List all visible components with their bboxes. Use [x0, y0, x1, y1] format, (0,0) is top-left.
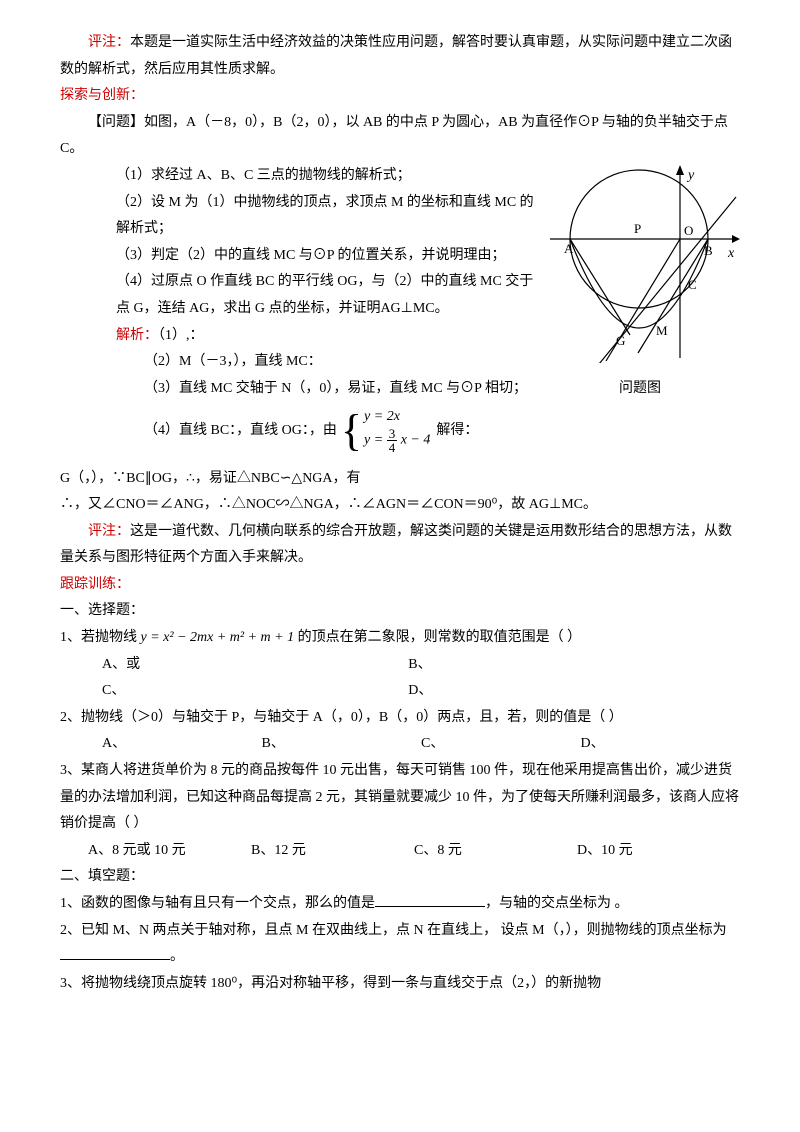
q2: 2、抛物线（＞0）与轴交于 P，与轴交于 A（，0），B（，0）两点，且，若，则…	[60, 705, 740, 732]
blank-1	[375, 893, 485, 907]
q3: 3、某商人将进货单价为 8 元的商品按每件 10 元出售，每天可销售 100 件…	[60, 758, 740, 838]
explore-comment-text: 这是一道代数、几何横向联系的综合开放题，解这类问题的关键是运用数形结合的思想方法…	[60, 524, 732, 566]
comment-label: 评注：	[88, 35, 130, 50]
problem-text: 如图，A（－8，0），B（2，0），以 AB 的中点 P 为圆心，AB 为直径作…	[60, 115, 728, 157]
q2-options: A、 B、 C、 D、	[60, 731, 740, 758]
lbl-C: C	[688, 277, 697, 292]
problem-label: 【问题】	[88, 115, 144, 130]
comment-text: 本题是一道实际生活中经济效益的决策性应用问题，解答时要认真审题，从实际问题中建立…	[60, 35, 732, 77]
lbl-G: G	[616, 333, 625, 348]
diagram-caption: 问题图	[540, 376, 740, 403]
q3-opt-c: C、8 元	[414, 838, 577, 865]
conclusion-2: ∴，又∠CNO＝∠ANG，∴△NOC∽△NGA，∴∠AGN＝∠CON＝90⁰，故…	[60, 492, 740, 519]
analysis-4-tail: 解得：	[436, 418, 478, 445]
q1-opt-a: A、或	[102, 652, 408, 679]
q2-opt-d: D、	[581, 731, 741, 758]
conclusion-1: G（，），∵BC∥OG，∴，易证△NBC∽△NGA，有	[60, 466, 740, 493]
analysis-label: 解析：	[116, 328, 158, 343]
equation-column: y = 2x y = 3 4 x − 4	[364, 408, 430, 453]
explore-comment-label: 评注：	[88, 524, 130, 539]
lbl-A: A	[564, 241, 574, 256]
problem-diagram: A B P O C M G x y 问题图	[540, 163, 740, 383]
lbl-O: O	[684, 223, 693, 238]
q1-opt-c: C、	[102, 678, 408, 705]
brace-icon: {	[341, 409, 362, 453]
q2-opt-c: C、	[421, 731, 581, 758]
q1-options: A、或 B、 C、 D、	[60, 652, 740, 705]
section-choice: 一、选择题：	[60, 598, 740, 625]
section-fill: 二、填空题：	[60, 864, 740, 891]
analysis-1: （1）,：	[158, 328, 204, 343]
problem-intro: 【问题】如图，A（－8，0），B（2，0），以 AB 的中点 P 为圆心，AB …	[60, 110, 740, 163]
comment-1: 评注：本题是一道实际生活中经济效益的决策性应用问题，解答时要认真审题，从实际问题…	[60, 30, 740, 83]
lbl-x: x	[727, 246, 735, 261]
q1: 1、若抛物线 y = x² − 2mx + m² + m + 1 的顶点在第二象…	[60, 625, 740, 652]
q1-math: y = x² − 2mx + m² + m + 1	[141, 630, 295, 645]
f2: 2、已知 M、N 两点关于轴对称，且点 M 在双曲线上，点 N 在直线上， 设点…	[60, 918, 740, 971]
diagram-svg: A B P O C M G x y	[540, 163, 740, 363]
lbl-y: y	[686, 168, 695, 183]
explore-heading: 探索与创新：	[60, 83, 740, 110]
blank-2	[60, 946, 170, 960]
q2-opt-a: A、	[102, 731, 262, 758]
eq2: y = 3 4 x − 4	[364, 427, 430, 454]
lbl-M: M	[656, 323, 668, 338]
analysis-4-pre: （4）直线 BC：，直线 OG：，由	[144, 418, 337, 445]
explore-comment: 评注：这是一道代数、几何横向联系的综合开放题，解这类问题的关键是运用数形结合的思…	[60, 519, 740, 572]
q2-opt-b: B、	[262, 731, 422, 758]
fraction: 3 4	[387, 427, 398, 454]
q3-options: A、8 元或 10 元 B、12 元 C、8 元 D、10 元	[60, 838, 740, 865]
q3-opt-d: D、10 元	[577, 838, 740, 865]
f3: 3、将抛物线绕顶点旋转 180⁰，再沿对称轴平移，得到一条与直线交于点（2，）的…	[60, 971, 740, 998]
q3-opt-b: B、12 元	[251, 838, 414, 865]
q1-opt-d: D、	[408, 678, 714, 705]
eq1: y = 2x	[364, 408, 430, 426]
track-heading: 跟踪训练：	[60, 572, 740, 599]
q1-opt-b: B、	[408, 652, 714, 679]
lbl-B: B	[704, 243, 713, 258]
q3-opt-a: A、8 元或 10 元	[88, 838, 251, 865]
lbl-P: P	[634, 221, 641, 236]
f1: 1、函数的图像与轴有且只有一个交点，那么的值是，与轴的交点坐标为 。	[60, 891, 740, 918]
analysis-4-formula: （4）直线 BC：，直线 OG：，由 { y = 2x y = 3 4 x − …	[60, 408, 740, 453]
